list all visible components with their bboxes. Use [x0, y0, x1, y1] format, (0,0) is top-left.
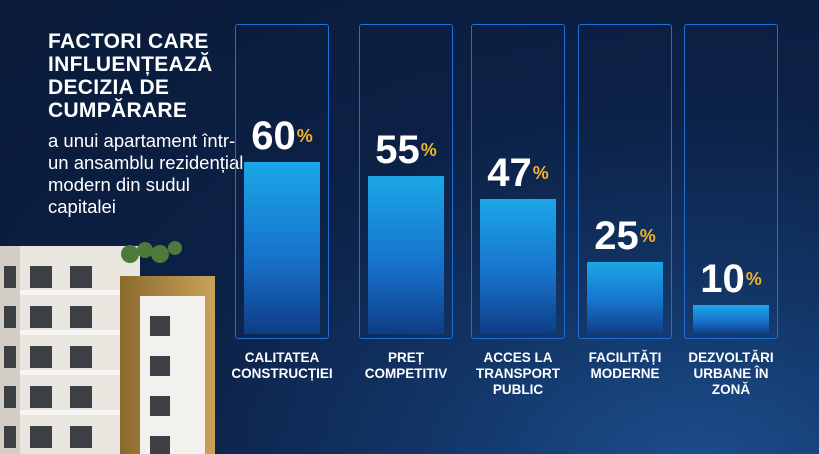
bar-panel: [471, 24, 565, 339]
value-number: 60: [251, 113, 296, 158]
value-number: 25: [594, 214, 639, 259]
value-number: 47: [487, 151, 532, 196]
percent-sign: %: [296, 125, 313, 146]
bar: [587, 262, 663, 334]
value-label: 47%: [463, 153, 573, 193]
bar: [480, 199, 556, 334]
percent-sign: %: [745, 269, 762, 290]
bar: [244, 161, 320, 334]
percent-sign: %: [532, 163, 549, 184]
category-label: ACCES LA TRANSPORT PUBLIC: [476, 350, 560, 397]
category-label: CALITATEA CONSTRUCȚIEI: [231, 350, 333, 381]
percent-sign: %: [639, 226, 656, 247]
value-label: 55%: [351, 130, 461, 170]
bar: [693, 305, 769, 334]
headline: FACTORI CARE INFLUENȚEAZĂ DECIZIA DE CUM…: [48, 30, 213, 122]
bar: [368, 176, 444, 334]
value-label: 25%: [570, 216, 680, 256]
percent-sign: %: [420, 140, 437, 161]
apartment-building-illustration: [0, 241, 215, 454]
category-label: FACILITĂȚI MODERNE: [588, 350, 662, 381]
category-label: DEZVOLTĂRI URBANE ÎN ZONĂ: [688, 350, 774, 397]
bar-panel: [235, 24, 329, 339]
bar-panel: [684, 24, 778, 339]
bar-panel: [359, 24, 453, 339]
bar-panel: [578, 24, 672, 339]
value-number: 55: [375, 128, 420, 173]
value-label: 60%: [227, 116, 337, 156]
value-number: 10: [700, 257, 745, 302]
subheadline: a unui apartament într-un ansamblu rezid…: [48, 130, 244, 217]
value-label: 10%: [676, 259, 786, 299]
category-label: PREȚ COMPETITIV: [364, 350, 448, 381]
